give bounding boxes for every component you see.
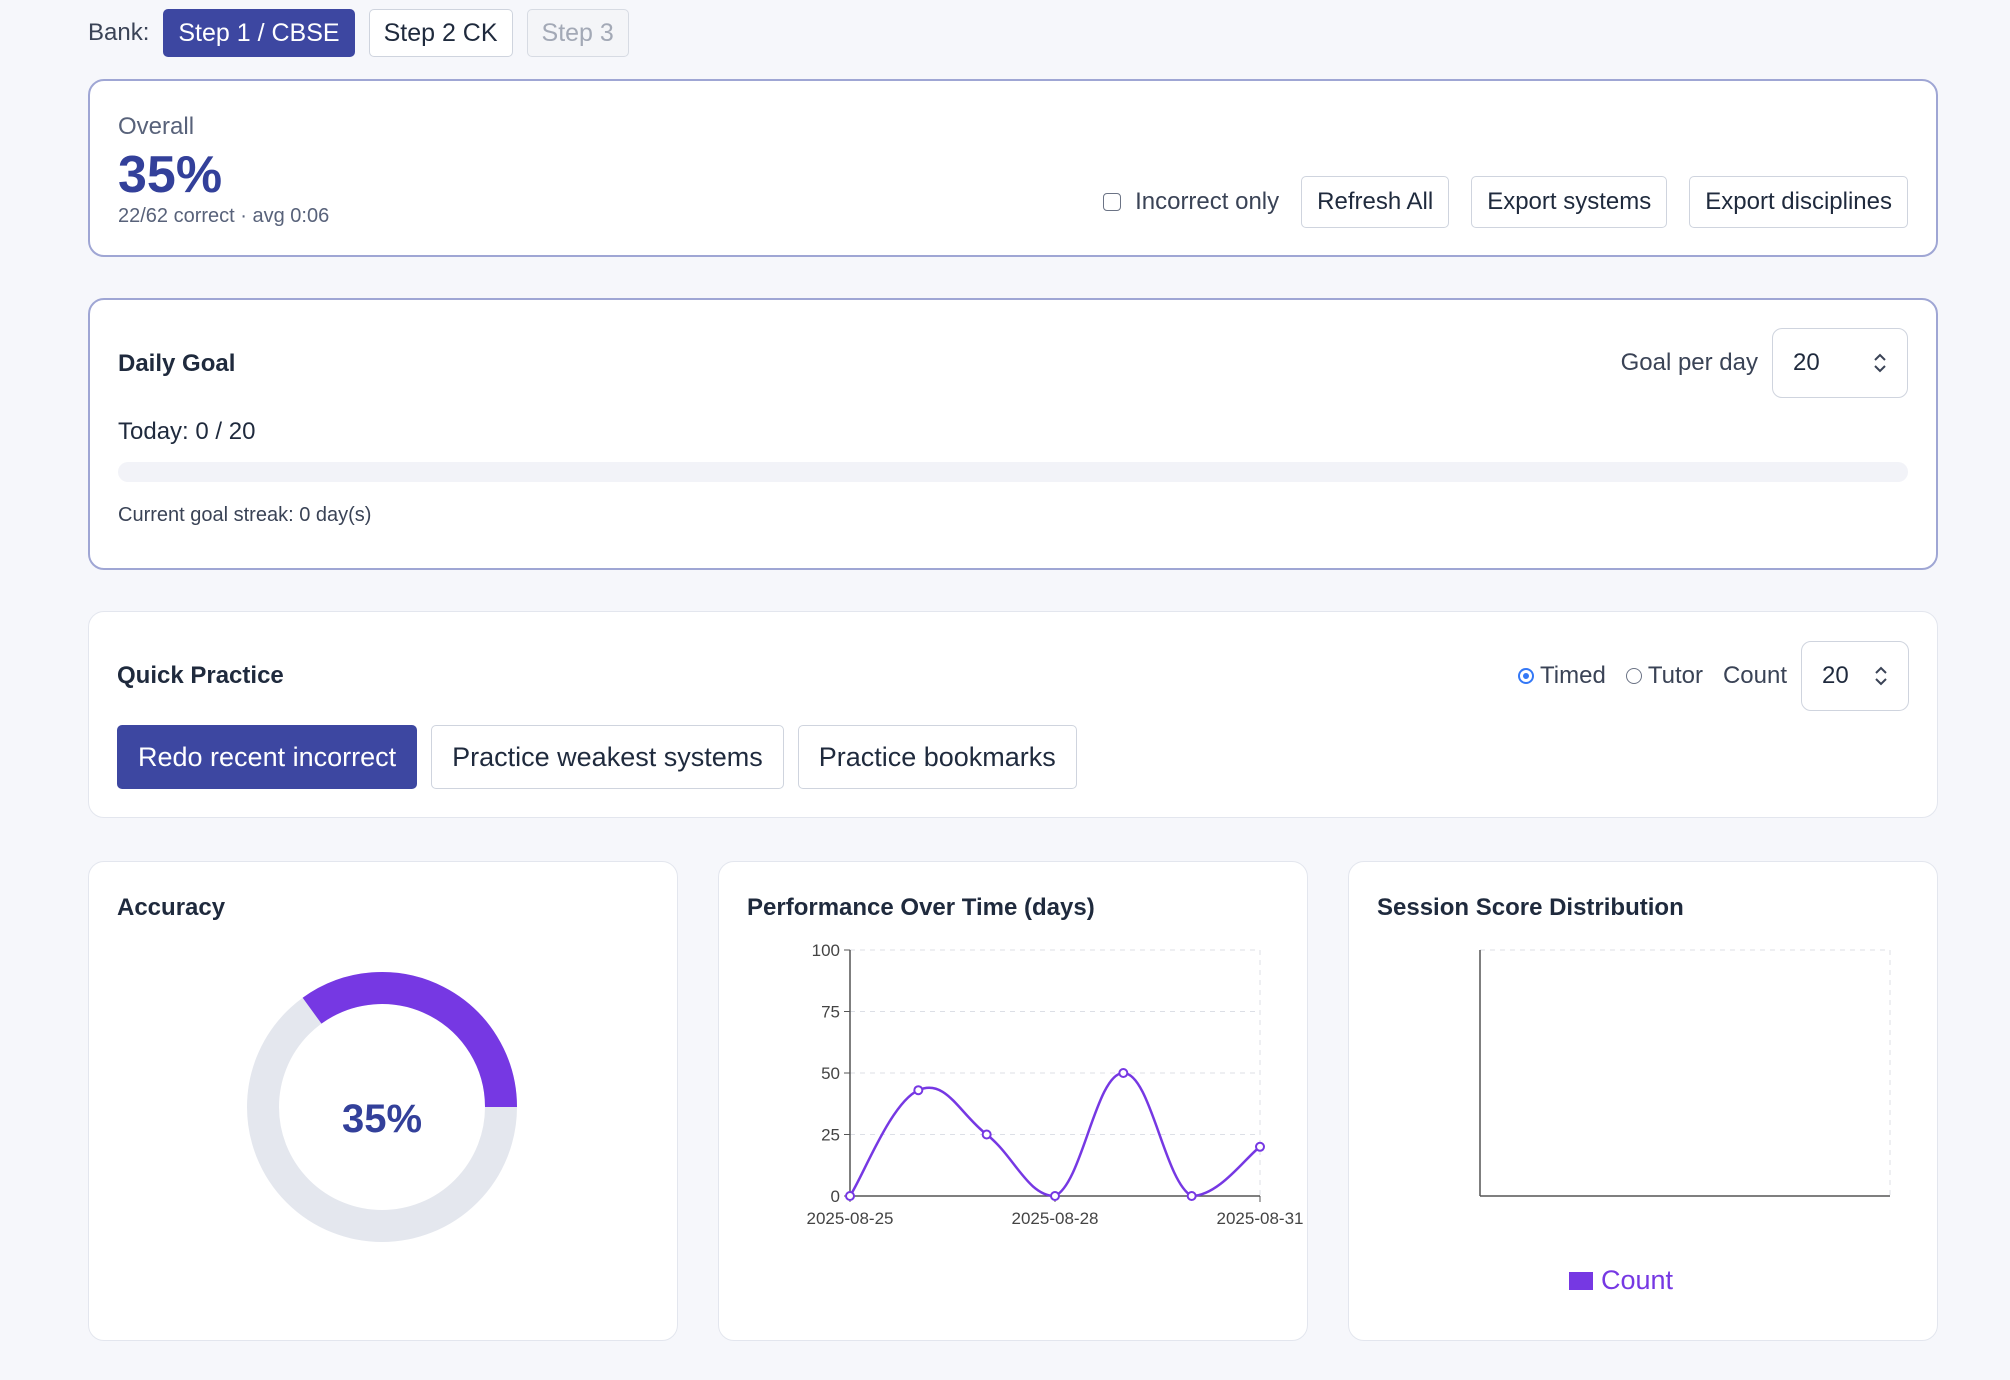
stepper-icon[interactable] <box>1873 351 1887 375</box>
x-tick-label: 2025-08-25 <box>807 1209 894 1228</box>
goal-per-day-value: 20 <box>1793 349 1820 376</box>
overall-actions: Incorrect only Refresh All Export system… <box>1103 176 1908 228</box>
performance-chart: 0 25 50 75 100 2025-08-25 2025-08-28 2025-08-31 <box>807 941 1304 1228</box>
count-input[interactable]: 20 <box>1801 641 1909 711</box>
incorrect-only-toggle[interactable]: Incorrect only <box>1103 188 1279 216</box>
practice-bookmarks-button[interactable]: Practice bookmarks <box>797 725 1077 789</box>
donut-center-label: 35% <box>342 1097 422 1141</box>
data-point <box>1118 1068 1129 1078</box>
accuracy-card: Accuracy 35% <box>88 861 678 1341</box>
data-point <box>845 1191 855 1201</box>
data-point <box>981 1129 992 1140</box>
timed-radio[interactable] <box>1518 668 1535 684</box>
incorrect-only-label: Incorrect only <box>1135 188 1280 215</box>
goal-per-day-label: Goal per day <box>1620 349 1758 376</box>
overall-label: Overall <box>118 113 195 140</box>
bank-label: Bank: <box>88 19 150 46</box>
y-tick-label: 0 <box>831 1187 840 1206</box>
data-point <box>1186 1191 1197 1201</box>
quick-practice-card: Quick Practice Timed Tutor Count 20 Redo… <box>88 611 1938 818</box>
y-tick-label: 25 <box>821 1126 840 1145</box>
x-tick-label: 2025-08-28 <box>1012 1209 1099 1228</box>
y-tick-label: 100 <box>812 941 840 960</box>
distribution-chart: Count <box>1479 949 1891 1295</box>
count-value: 20 <box>1822 662 1849 689</box>
tutor-option[interactable]: Tutor <box>1625 662 1703 690</box>
x-tick-label: 2025-08-31 <box>1217 1209 1304 1228</box>
stepper-icon[interactable] <box>1874 664 1888 688</box>
distribution-card: Session Score Distribution Count <box>1348 861 1938 1341</box>
tutor-label: Tutor <box>1647 662 1703 689</box>
legend-count-label: Count <box>1601 1265 1674 1295</box>
goal-streak-text: Current goal streak: 0 day(s) <box>118 504 372 526</box>
incorrect-only-checkbox[interactable] <box>1103 193 1122 211</box>
goal-today-text: Today: 0 / 20 <box>118 418 256 445</box>
timed-label: Timed <box>1540 662 1606 689</box>
goal-progress-bar <box>118 462 1908 482</box>
data-point <box>913 1085 924 1096</box>
quick-practice-title: Quick Practice <box>117 662 284 689</box>
practice-weakest-button[interactable]: Practice weakest systems <box>431 725 784 789</box>
quick-practice-controls: Timed Tutor Count 20 <box>1518 641 1909 711</box>
y-tick-label: 75 <box>821 1003 840 1022</box>
bank-step1-button[interactable]: Step 1 / CBSE <box>163 9 355 57</box>
daily-goal-card: Daily Goal Goal per day 20 Today: 0 / 20… <box>88 298 1938 570</box>
data-point <box>1255 1141 1265 1152</box>
performance-card: Performance Over Time (days) 0 25 50 75 100 2… <box>718 861 1308 1341</box>
goal-per-day-group: Goal per day 20 <box>1621 328 1908 398</box>
overall-percent: 35% <box>118 146 223 204</box>
count-label: Count <box>1722 662 1787 689</box>
bank-step2-button[interactable]: Step 2 CK <box>368 9 513 57</box>
legend-swatch <box>1569 1272 1593 1290</box>
export-systems-button[interactable]: Export systems <box>1471 176 1668 228</box>
overall-card: Overall 35% 22/62 correct · avg 0:06 Inc… <box>88 79 1938 257</box>
overall-summary: 22/62 correct · avg 0:06 <box>118 205 330 227</box>
accuracy-donut: 35% <box>247 972 517 1242</box>
data-point <box>1050 1191 1060 1201</box>
tutor-radio[interactable] <box>1625 668 1642 684</box>
accuracy-title: Accuracy <box>117 894 226 921</box>
distribution-title: Session Score Distribution <box>1377 894 1684 921</box>
timed-option[interactable]: Timed <box>1518 662 1606 690</box>
y-tick-label: 50 <box>821 1064 840 1083</box>
goal-per-day-input[interactable]: 20 <box>1772 328 1908 398</box>
bank-selector: Bank: Step 1 / CBSE Step 2 CK Step 3 <box>88 8 629 58</box>
export-disciplines-button[interactable]: Export disciplines <box>1689 176 1908 228</box>
redo-incorrect-button[interactable]: Redo recent incorrect <box>117 725 418 789</box>
refresh-all-button[interactable]: Refresh All <box>1301 176 1450 228</box>
daily-goal-title: Daily Goal <box>118 350 236 377</box>
quick-practice-buttons: Redo recent incorrect Practice weakest s… <box>117 725 1077 789</box>
bank-step3-button[interactable]: Step 3 <box>526 9 629 57</box>
performance-title: Performance Over Time (days) <box>747 894 1095 921</box>
donut-value-arc <box>302 972 517 1108</box>
